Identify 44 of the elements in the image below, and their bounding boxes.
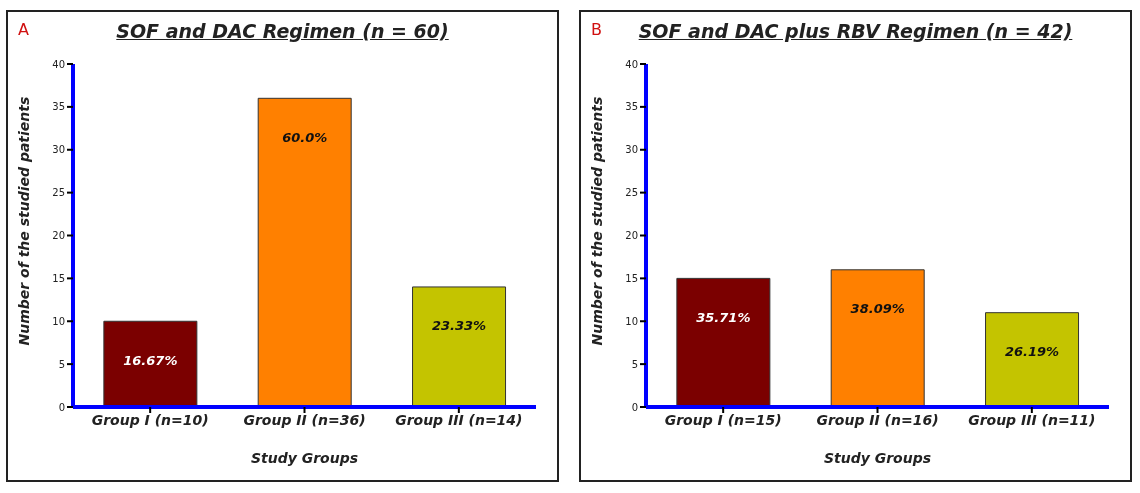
y-tick-label: 20	[52, 230, 65, 242]
y-tick-label: 0	[58, 401, 65, 413]
y-axis-title: Number of the studied patients	[588, 96, 605, 346]
x-tick-label: Group II (n=36)	[243, 411, 366, 428]
bar	[412, 286, 507, 407]
y-tick-label: 15	[625, 272, 638, 284]
y-tick-label: 30	[52, 144, 65, 156]
bar	[103, 320, 198, 407]
chart-title: SOF and DAC Regimen (n = 60)	[116, 20, 449, 42]
x-tick-label: Group III (n=11)	[968, 411, 1096, 428]
y-tick-label: 5	[631, 358, 638, 370]
y-tick-label: 25	[625, 187, 638, 199]
y-tick-label: 15	[52, 272, 65, 284]
text: B	[591, 20, 602, 39]
annotation: 35.71%	[696, 309, 751, 325]
bar	[985, 312, 1080, 407]
annotation: 16.67%	[123, 352, 178, 368]
y-axis-title: Number of the studied patients	[15, 96, 32, 346]
y-tick-label: 5	[58, 358, 65, 370]
bar	[676, 277, 771, 407]
annotation: 23.33%	[431, 318, 487, 334]
annotation: 38.09%	[850, 301, 905, 317]
x-axis-title: Study Groups	[823, 450, 932, 466]
y-tick-label: 40	[52, 58, 65, 70]
y-tick-label: 35	[52, 101, 65, 113]
y-tick-label: 25	[52, 187, 65, 199]
x-tick-label: Group I (n=10)	[91, 411, 209, 428]
x-axis-title: Study Groups	[250, 450, 359, 466]
y-tick-label: 30	[625, 144, 638, 156]
x-tick-label: Group II (n=16)	[816, 411, 939, 428]
bar	[257, 97, 352, 407]
y-tick-label: 35	[625, 101, 638, 113]
text: A	[18, 20, 29, 39]
bar	[830, 269, 925, 407]
x-tick-label: Group I (n=15)	[664, 411, 782, 428]
y-tick-label: 40	[625, 58, 638, 70]
y-tick-label: 10	[625, 315, 638, 327]
y-tick-label: 0	[631, 401, 638, 413]
chart-title: SOF and DAC plus RBV Regimen (n = 42)	[638, 20, 1073, 42]
annotation: 60.0%	[282, 129, 328, 145]
x-tick-label: Group III (n=14)	[395, 411, 523, 428]
y-tick-label: 10	[52, 315, 65, 327]
y-tick-label: 20	[625, 230, 638, 242]
annotation: 26.19%	[1004, 344, 1060, 360]
